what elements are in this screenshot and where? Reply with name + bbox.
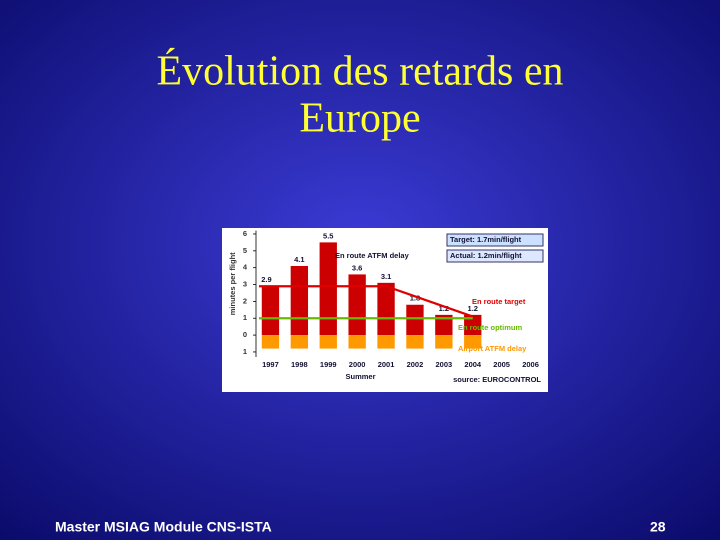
value-label: 1.2 (439, 304, 449, 313)
series-label: Airport ATFM delay (458, 344, 527, 353)
slide-title: Évolution des retards en (156, 48, 563, 95)
value-label: 1.2 (468, 304, 478, 313)
page-number: 28 (650, 519, 666, 535)
bar (348, 335, 366, 349)
bar (377, 335, 395, 349)
x-tick-label: 2003 (436, 360, 453, 369)
value-label: 5.5 (323, 231, 333, 240)
x-tick-label: 2000 (349, 360, 366, 369)
bar (377, 282, 395, 336)
series-label: En route target (472, 297, 526, 306)
legend-box (446, 249, 544, 263)
bar (290, 335, 309, 349)
bar (261, 335, 280, 349)
y-tick-label: 6 (243, 229, 247, 238)
y-tick-label: 1 (243, 347, 247, 356)
annotation: Actual: 1.2min/flight (450, 251, 522, 260)
annotation: source: EUROCONTROL (453, 375, 541, 384)
x-tick-label: 2004 (464, 360, 482, 369)
value-label: 2.9 (261, 275, 271, 284)
x-tick-label: 1997 (262, 360, 279, 369)
y-tick-label: 3 (243, 280, 247, 289)
y-tick-label: 1 (243, 313, 247, 322)
value-label: 1.8 (410, 294, 420, 303)
y-tick-label: 2 (243, 296, 247, 305)
bar (319, 335, 337, 349)
bar (406, 304, 424, 336)
bar (435, 314, 453, 336)
bar (290, 265, 309, 336)
series-label: En route optimum (458, 323, 522, 332)
y-tick-label: 0 (243, 330, 247, 339)
value-label: 3.1 (381, 272, 391, 281)
value-label: 4.1 (294, 255, 304, 264)
bar (406, 335, 424, 349)
line (259, 285, 474, 318)
bar (435, 335, 453, 349)
bar (319, 242, 337, 336)
annotation: Target: 1.7min/flight (450, 235, 522, 244)
y-tick-label: 4 (243, 263, 248, 272)
series-label: En route ATFM delay (335, 251, 410, 260)
x-tick-label: 2006 (522, 360, 539, 369)
y-tick-label: 5 (243, 246, 247, 255)
bar (464, 335, 482, 349)
x-tick-label: 1998 (291, 360, 308, 369)
x-tick-label: 2002 (407, 360, 424, 369)
bar (261, 286, 280, 336)
slide-title: Europe (299, 96, 420, 142)
bar (464, 314, 482, 336)
footer: Master MSIAG Module CNS-ISTA (55, 519, 272, 535)
value-label: 3.6 (352, 263, 362, 272)
bar (348, 274, 366, 336)
legend-box (446, 233, 544, 247)
y-axis-label: minutes per flight (228, 252, 237, 315)
x-tick-label: 2001 (378, 360, 395, 369)
x-tick-label: 1999 (320, 360, 337, 369)
x-axis-label: Summer (345, 372, 375, 381)
x-tick-label: 2005 (493, 360, 510, 369)
